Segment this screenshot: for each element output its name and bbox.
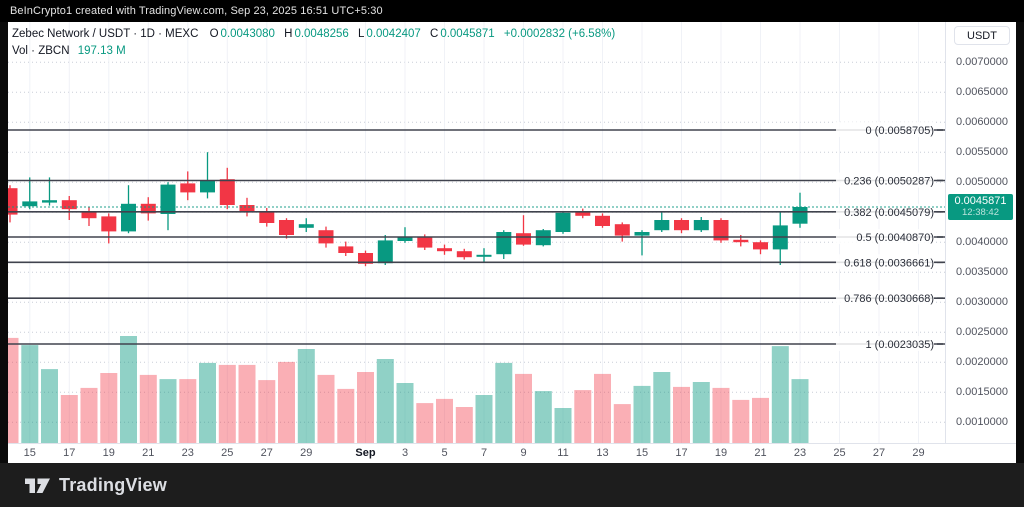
close-label: C: [430, 28, 439, 40]
price-tick-label: 0.0070000: [956, 56, 1008, 69]
price-tick-label: 0.0015000: [956, 386, 1008, 399]
candlestick-chart[interactable]: 0 (0.0058705) 0.236 (0.0050287) 0.382 (0.0…: [8, 22, 945, 443]
open-label: O: [209, 28, 219, 40]
time-tick-label: 3: [401, 447, 409, 459]
time-tick-label: 23: [181, 447, 194, 459]
time-tick-label: 15: [635, 447, 649, 459]
tradingview-logo-text: TradingView: [59, 474, 167, 495]
price-tick-label: 0.0020000: [956, 356, 1008, 369]
time-tick-label: 17: [675, 447, 688, 459]
footer-bar: TradingView: [0, 463, 1024, 507]
ohlc-row: Zebec Network / USDT · 1D · MEXC O 0.0043…: [12, 26, 615, 43]
watermark-bar: BeInCrypto1 created with TradingView.com…: [0, 0, 1024, 22]
low-label: L: [358, 28, 365, 40]
volume-value: 197.13 M: [77, 45, 126, 57]
time-tick-label: 29: [300, 447, 313, 459]
chart-panel: 0 (0.0058705) 0.236 (0.0050287) 0.382 (0.0…: [8, 22, 1016, 463]
low-value: 0.0042407: [366, 28, 421, 40]
price-tick-label: 0.0055000: [956, 146, 1008, 159]
close-value: 0.0045871: [440, 28, 495, 40]
svg-text:0.236 (0.0050287): 0.236 (0.0050287): [844, 176, 934, 188]
time-tick-label: 27: [872, 447, 886, 459]
time-tick-label: 25: [833, 447, 846, 459]
price-tick-label: 0.0040000: [956, 236, 1008, 249]
time-tick-label: 21: [142, 447, 155, 459]
time-tick-label: 27: [260, 447, 273, 459]
high-label: H: [284, 28, 293, 40]
last-price-value: 0.0045871: [954, 195, 1007, 207]
bar-countdown: 12:38:42: [962, 207, 999, 218]
time-tick-label: 21: [754, 447, 767, 459]
time-tick-label: 29: [912, 447, 925, 459]
watermark-text: BeInCrypto1 created with TradingView.com…: [10, 5, 383, 17]
time-tick-label: 9: [520, 447, 527, 459]
change-value: +0.0002832 (+6.58%): [503, 28, 616, 40]
tradingview-logo-icon: [25, 478, 50, 493]
time-tick-label: 25: [221, 447, 234, 459]
price-tick-label: 0.0050000: [956, 176, 1008, 189]
svg-text:0 (0.0058705): 0 (0.0058705): [866, 125, 935, 137]
tradingview-logo: TradingView: [24, 475, 167, 496]
time-tick-label: Sep: [355, 447, 376, 459]
currency-label[interactable]: USDT: [954, 26, 1010, 45]
price-axis[interactable]: USDT 0.0045871 12:38:42 0.0070000 0.00650…: [945, 22, 1016, 443]
high-value: 0.0048256: [294, 28, 349, 40]
price-tick-label: 0.0065000: [956, 86, 1008, 99]
price-tick-label: 0.0010000: [956, 416, 1008, 429]
price-tick-label: 0.0025000: [956, 326, 1008, 339]
open-value: 0.0043080: [220, 28, 275, 40]
price-tick-label: 0.0030000: [956, 296, 1008, 309]
time-tick-label: 11: [557, 447, 569, 459]
svg-text:1 (0.0023035): 1 (0.0023035): [866, 339, 935, 351]
svg-text:0.5 (0.0040870): 0.5 (0.0040870): [856, 232, 934, 244]
time-tick-label: 19: [714, 447, 728, 459]
svg-text:0.382 (0.0045079): 0.382 (0.0045079): [844, 207, 934, 219]
time-tick-label: 17: [63, 447, 76, 459]
time-tick-label: 15: [23, 447, 36, 459]
price-tick-label: 0.0035000: [956, 266, 1008, 279]
last-price-badge[interactable]: 0.0045871 12:38:42: [948, 194, 1013, 220]
svg-text:0.618 (0.0036661): 0.618 (0.0036661): [844, 257, 934, 269]
volume-row: Vol · ZBCN 197.13 M: [12, 43, 615, 60]
time-tick-label: 5: [441, 447, 448, 459]
time-tick-label: 23: [793, 447, 807, 459]
time-tick-label: 7: [480, 447, 488, 459]
price-tick-label: 0.0060000: [956, 116, 1008, 129]
symbol-header: Zebec Network / USDT · 1D · MEXC O 0.0043…: [12, 26, 615, 60]
time-tick-label: 13: [596, 447, 609, 459]
time-axis[interactable]: 15 17 19 21 23 25 27 29 Sep 3 5 7 9 11 13 15 17 19 21 23 25 2…: [8, 443, 1016, 463]
symbol-title[interactable]: Zebec Network / USDT · 1D · MEXC: [12, 28, 199, 40]
time-tick-label: 19: [102, 447, 115, 459]
volume-label[interactable]: Vol · ZBCN: [12, 45, 70, 57]
svg-text:0.786 (0.0030668): 0.786 (0.0030668): [844, 293, 934, 305]
